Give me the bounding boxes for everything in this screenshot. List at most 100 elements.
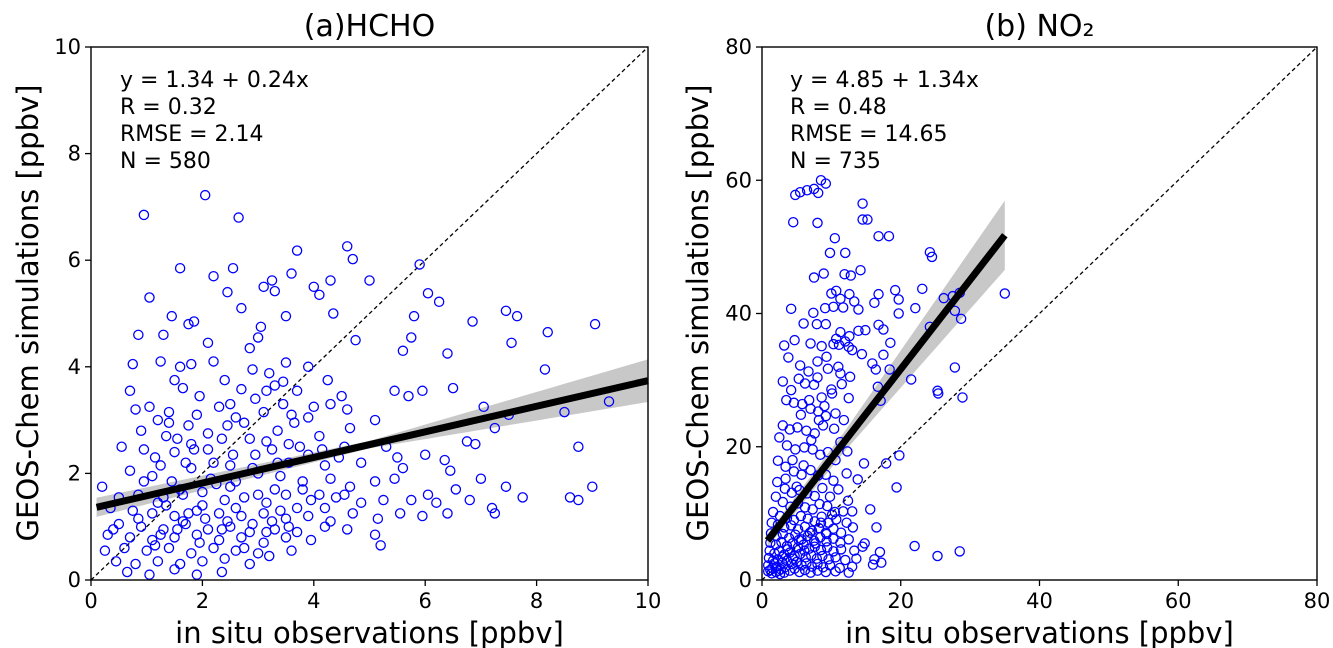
data-point [152,414,164,426]
rmse: RMSE = 2.14 [120,122,264,147]
data-point [917,283,928,295]
data-point [431,497,442,508]
data-point [108,524,119,535]
data-point [280,532,292,543]
data-point [130,404,141,415]
data-point [999,288,1011,299]
data-point [878,324,889,335]
data-point [227,449,239,460]
x-tick-label: 20 [887,589,914,613]
data-point [826,388,838,399]
data-point [417,510,428,522]
data-point [208,356,219,367]
data-point [785,384,797,396]
data-point [860,324,871,336]
data-point [828,423,840,435]
data-point [880,458,892,469]
data-point [414,259,425,270]
data-point [811,553,823,564]
data-point [392,452,403,463]
data-point [280,489,292,500]
data-point [319,502,331,514]
data-point [261,497,272,508]
data-point [305,494,317,506]
data-point [250,393,261,405]
data-point [236,383,247,395]
data-point [208,457,219,468]
x-axis-label: in situ observations [ppbv] [845,616,1234,648]
data-point [255,321,267,333]
x-tick-label: 4 [307,589,320,613]
data-point [808,535,820,546]
data-point [787,553,799,564]
data-point [805,567,816,578]
data-point [809,428,820,439]
correlation-r: R = 0.48 [790,95,887,120]
data-point [803,366,814,377]
data-point [819,400,830,412]
data-point [233,212,244,223]
data-point [394,508,406,519]
data-point [893,308,904,319]
panel-title: (b) NO₂ [984,9,1094,44]
y-tick-label: 4 [68,355,81,379]
data-point [824,247,836,259]
data-point [909,540,920,552]
data-point [840,336,851,347]
data-point [788,397,800,409]
data-point [155,529,166,540]
data-point [841,468,852,479]
data-point [924,246,936,258]
data-point [244,526,255,538]
data-point [828,475,839,486]
data-point [949,362,961,373]
data-point [389,385,400,397]
data-point [194,537,205,548]
data-point [188,444,200,455]
data-point [450,484,462,495]
data-point [208,270,219,282]
data-point [269,484,281,495]
data-point [869,554,880,565]
y-tick-label: 0 [68,568,81,592]
y-tick-label: 20 [725,435,752,459]
data-point [149,452,161,463]
data-point [247,364,258,375]
data-point [857,198,868,209]
data-point [799,545,810,556]
data-point [325,275,336,286]
data-point [258,281,269,293]
data-point [147,470,158,482]
regression-line [764,233,1008,543]
data-point [180,518,191,530]
data-point [236,510,247,522]
data-point [138,209,150,221]
y-tick-label: 2 [68,461,81,485]
data-point [781,394,792,406]
data-point [843,567,854,578]
data-point [801,184,813,196]
data-point [163,417,175,429]
data-point [219,494,230,506]
data-point [849,296,860,307]
data-point [297,476,308,487]
data-point [355,457,367,468]
data-point [813,414,825,426]
one-to-one-line [761,46,1318,581]
data-point [844,288,855,300]
data-point [836,378,848,390]
data-point [127,358,139,370]
data-point [874,546,886,558]
data-point [955,313,967,325]
data-point [197,556,208,567]
data-point [121,566,133,578]
data-point [102,529,113,540]
data-point [141,545,152,556]
x-axis-ticks: 0 20 40 60 80 [755,580,1330,613]
data-point [238,417,250,429]
data-point [820,318,832,330]
data-point [846,561,858,572]
data-point [261,526,272,538]
data-point [833,339,845,351]
data-point [344,422,356,434]
